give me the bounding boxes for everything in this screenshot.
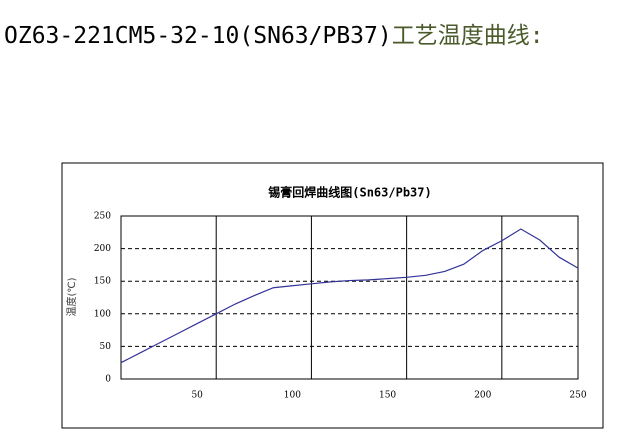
- chart-frame: [61, 162, 604, 429]
- line: [120, 228, 579, 364]
- chart-title: 锡膏回焊曲线图(Sn63/Pb37): [268, 185, 431, 200]
- plot-area: [120, 215, 579, 380]
- heading: OZ63-221CM5-32-10(SN63/PB37)工艺温度曲线:: [4, 23, 544, 49]
- x-tick-label: 200: [474, 391, 491, 401]
- y-tick-label: 250: [94, 212, 111, 222]
- y-tick-label: 200: [94, 244, 111, 254]
- y-tick-label: 0: [105, 375, 111, 385]
- x-tick-label: 250: [569, 391, 586, 401]
- heading-title: 工艺温度曲线:: [392, 23, 544, 49]
- x-tick-label: 100: [284, 391, 301, 401]
- y-tick-label: 100: [94, 309, 111, 319]
- x-tick-label: 50: [191, 391, 203, 401]
- heading-code: OZ63-221CM5-32-10(SN63/PB37): [4, 23, 392, 49]
- y-tick-label: 50: [100, 342, 112, 352]
- y-axis-label: 温度(℃): [65, 277, 78, 316]
- x-tick-label: 150: [379, 391, 396, 401]
- y-tick-label: 150: [94, 277, 111, 287]
